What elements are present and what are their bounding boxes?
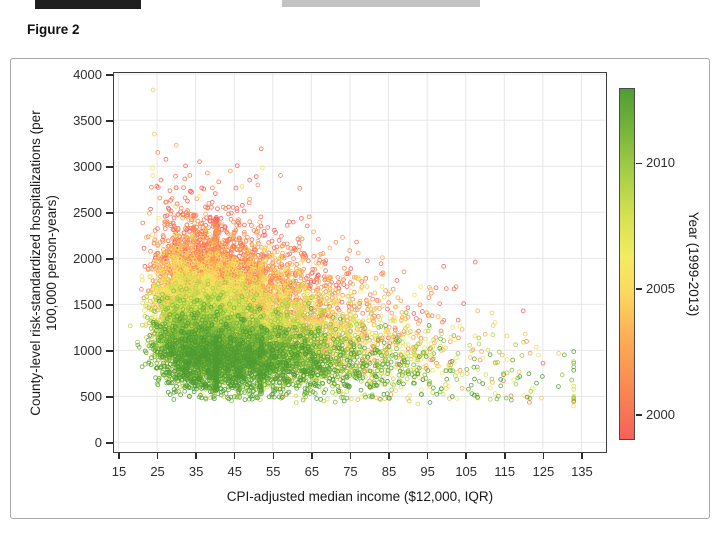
- figure-caption: Figure 2: [27, 22, 80, 37]
- y-tick-mark: [106, 120, 113, 122]
- y-tick-mark: [106, 396, 113, 398]
- y-tick-mark: [106, 166, 113, 168]
- scan-artifact-dark-bar: [35, 0, 141, 9]
- colorbar-tick-label: 2005: [646, 281, 675, 297]
- plot-panel: [113, 72, 607, 453]
- x-tick-mark: [504, 453, 506, 459]
- x-tick-mark: [311, 453, 313, 459]
- y-tick-mark: [106, 350, 113, 352]
- x-tick-label: 95: [420, 464, 435, 479]
- x-tick-label: 65: [304, 464, 320, 479]
- y-tick-label: 500: [80, 388, 102, 404]
- x-tick-mark: [195, 453, 197, 459]
- y-tick-label: 1000: [73, 342, 102, 358]
- colorbar-tick-mark: [636, 414, 642, 416]
- y-axis-title: County-level risk-standardized hospitali…: [28, 3, 60, 523]
- x-tick-mark: [465, 453, 467, 459]
- x-tick-mark: [118, 453, 120, 459]
- x-tick-label: 105: [455, 464, 478, 479]
- x-tick-mark: [349, 453, 352, 459]
- scatter-canvas: [114, 73, 605, 451]
- y-tick-mark: [106, 304, 113, 306]
- y-tick-label: 3500: [73, 112, 102, 128]
- x-tick-mark: [542, 453, 545, 459]
- y-tick-label: 4000: [73, 66, 102, 82]
- y-tick-mark: [106, 442, 113, 444]
- x-tick-label: 35: [188, 464, 204, 479]
- x-tick-label: 115: [494, 464, 516, 479]
- x-tick-label: 85: [381, 464, 397, 479]
- colorbar: [619, 88, 635, 440]
- scan-artifact-gray-bar: [282, 0, 480, 7]
- colorbar-tick-mark: [636, 162, 642, 165]
- colorbar-tick-label: 2000: [646, 406, 675, 422]
- x-tick-label: 135: [571, 464, 593, 479]
- y-tick-label: 2500: [73, 204, 102, 220]
- colorbar-title: Year (1999-2013): [686, 211, 701, 317]
- x-tick-mark: [388, 453, 390, 459]
- y-tick-mark: [106, 258, 113, 260]
- x-tick-label: 55: [266, 464, 281, 479]
- x-tick-label: 25: [150, 464, 165, 479]
- x-tick-mark: [272, 453, 275, 459]
- y-tick-label: 2000: [73, 250, 102, 266]
- x-tick-mark: [233, 453, 236, 459]
- x-tick-mark: [156, 453, 159, 459]
- y-tick-label: 1500: [73, 296, 102, 312]
- y-tick-label: 3000: [73, 158, 102, 174]
- x-tick-mark: [581, 453, 583, 459]
- x-tick-label: 75: [343, 464, 358, 479]
- y-axis-title-line1: County-level risk-standardized hospitali…: [28, 110, 43, 416]
- x-tick-mark: [426, 453, 429, 459]
- y-tick-mark: [106, 74, 113, 76]
- x-tick-label: 45: [227, 464, 242, 479]
- colorbar-tick-mark: [636, 288, 642, 290]
- x-tick-label: 15: [111, 464, 127, 479]
- y-tick-label: 0: [94, 434, 102, 450]
- y-tick-mark: [106, 212, 113, 214]
- x-tick-label: 125: [532, 464, 555, 479]
- x-axis-title: CPI-adjusted median income ($12,000, IQR…: [226, 489, 494, 504]
- colorbar-tick-label: 2010: [646, 155, 675, 171]
